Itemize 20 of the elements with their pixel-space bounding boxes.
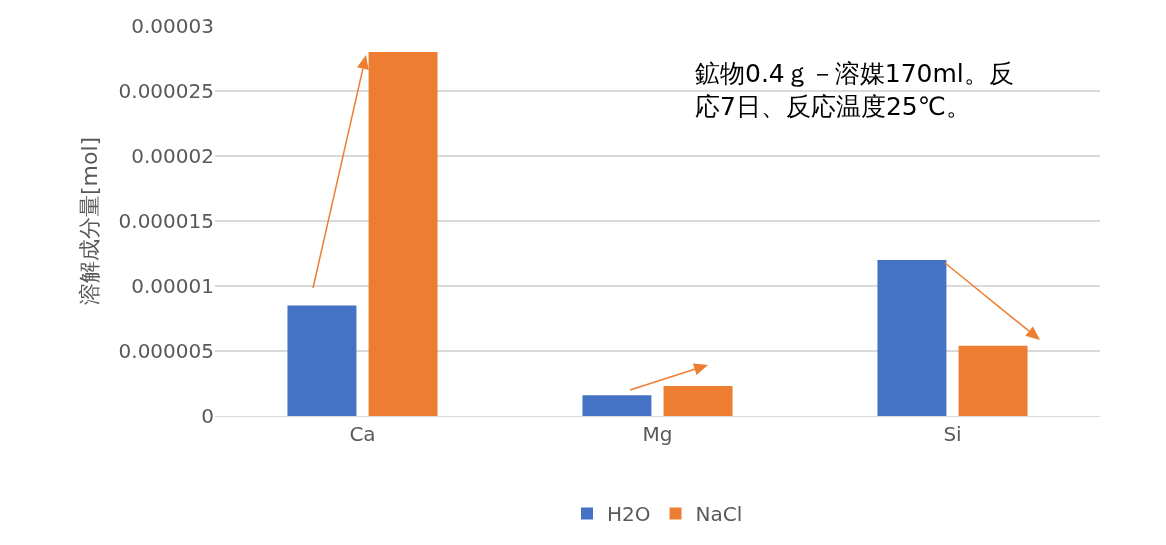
bar <box>582 395 652 416</box>
y-tick-label: 0 <box>201 404 214 428</box>
x-tick-label: Si <box>943 422 962 446</box>
y-axis-title: 溶解成分量[mol] <box>77 136 103 306</box>
bar <box>368 52 438 416</box>
bar <box>287 305 357 416</box>
y-tick-label: 0.00003 <box>131 14 214 38</box>
bar <box>958 345 1028 416</box>
x-tick-label: Ca <box>349 422 376 446</box>
y-tick-label: 0.000005 <box>118 339 214 363</box>
legend-label: H2O <box>607 502 651 527</box>
y-tick-label: 0.00002 <box>131 144 214 168</box>
y-tick-label: 0.000015 <box>118 209 214 233</box>
x-tick-label: Mg <box>642 422 673 446</box>
annotation: 鉱物0.4ｇ－溶媒170ml。反応7日、反応温度25℃。 <box>695 59 1014 121</box>
bar <box>663 386 733 416</box>
y-tick-label: 0.000025 <box>118 79 214 103</box>
bar <box>877 260 947 416</box>
legend-label: NaCl <box>695 502 743 527</box>
y-tick-label: 0.00001 <box>131 274 214 298</box>
